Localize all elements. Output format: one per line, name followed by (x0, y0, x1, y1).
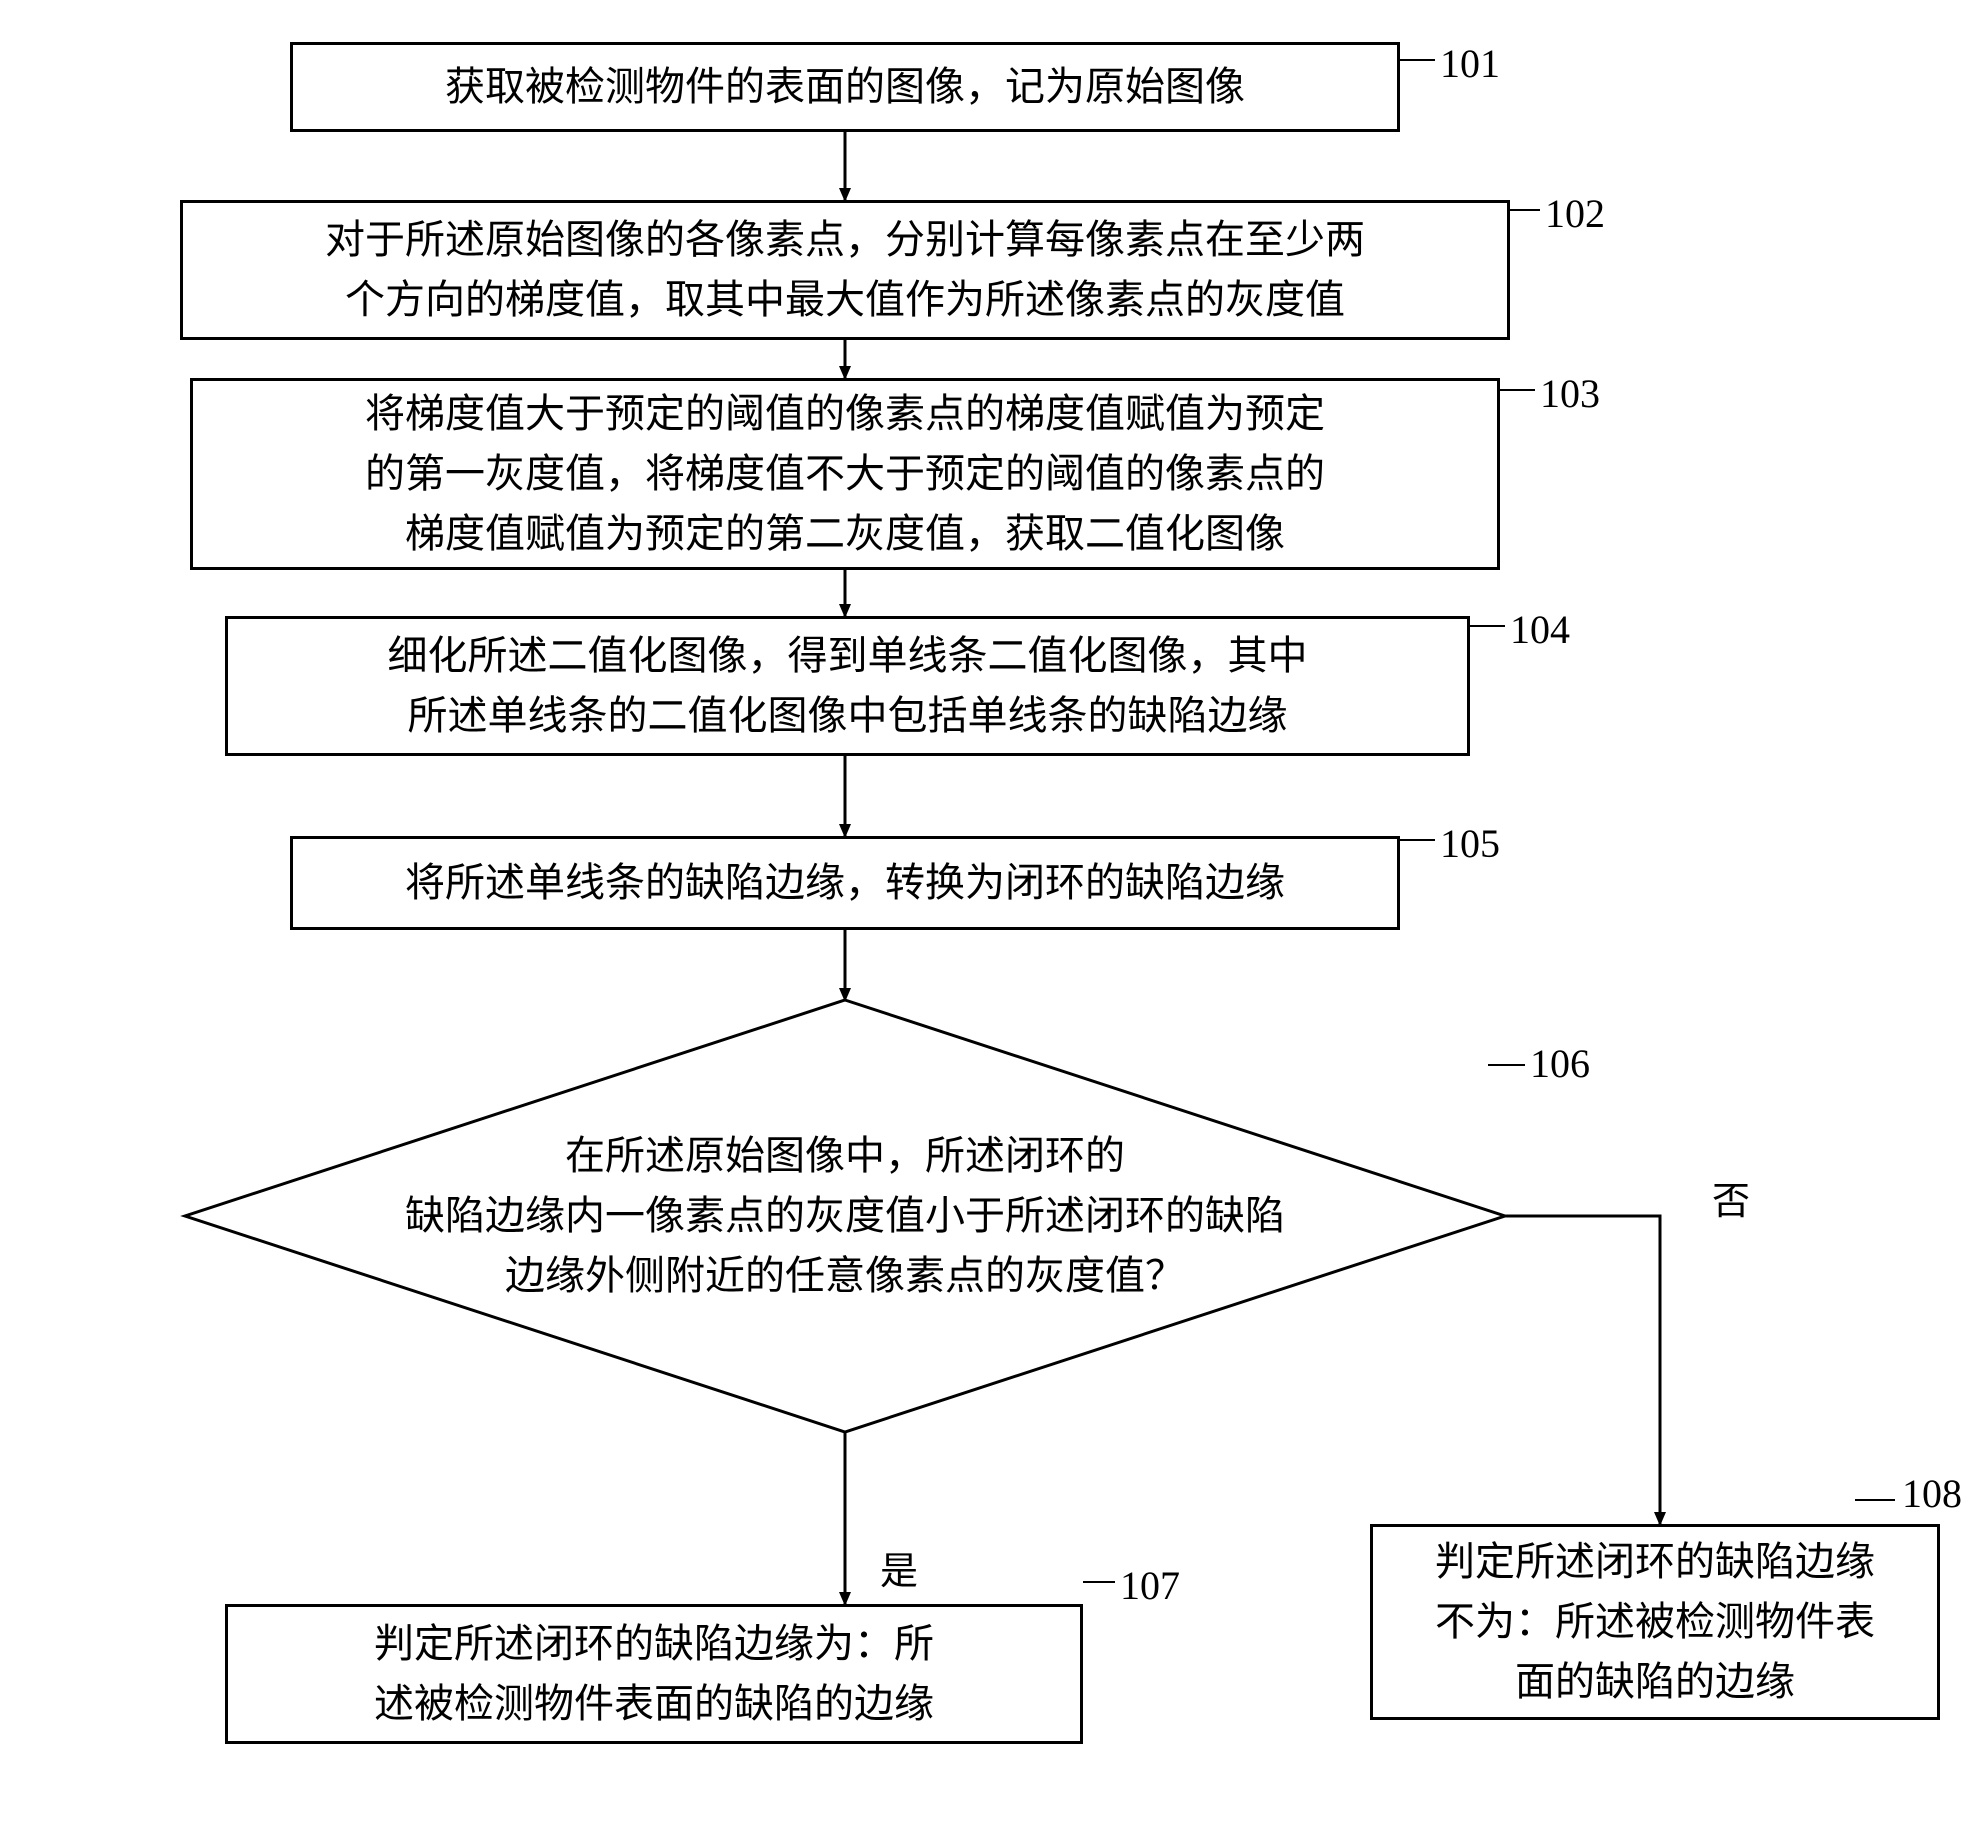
step-number-101: 101 (1440, 40, 1500, 87)
step-number-105: 105 (1440, 820, 1500, 867)
branch-label-yes: 是 (880, 1540, 918, 1595)
flow-box-b108: 判定所述闭环的缺陷边缘不为：所述被检测物件表面的缺陷的边缘 (1370, 1524, 1940, 1720)
box-line: 获取被检测物件的表面的图像，记为原始图像 (445, 57, 1245, 117)
box-line: 判定所述闭环的缺陷边缘为：所 (374, 1614, 934, 1674)
box-line: 对于所述原始图像的各像素点，分别计算每像素点在至少两 (325, 210, 1365, 270)
box-line: 不为：所述被检测物件表 (1435, 1592, 1875, 1652)
box-line: 的第一灰度值，将梯度值不大于预定的阈值的像素点的 (365, 444, 1325, 504)
diamond-line: 缺陷边缘内一像素点的灰度值小于所述闭环的缺陷 (405, 1186, 1285, 1246)
diamond-line: 边缘外侧附近的任意像素点的灰度值？ (405, 1246, 1285, 1306)
box-line: 将所述单线条的缺陷边缘，转换为闭环的缺陷边缘 (405, 853, 1285, 913)
box-line: 个方向的梯度值，取其中最大值作为所述像素点的灰度值 (325, 270, 1365, 330)
flow-box-b107: 判定所述闭环的缺陷边缘为：所述被检测物件表面的缺陷的边缘 (225, 1604, 1083, 1744)
box-line: 细化所述二值化图像，得到单线条二值化图像，其中 (388, 626, 1308, 686)
step-number-108: 108 (1902, 1470, 1962, 1517)
diamond-line: 在所述原始图像中，所述闭环的 (405, 1126, 1285, 1186)
box-line: 梯度值赋值为预定的第二灰度值，获取二值化图像 (365, 504, 1325, 564)
step-number-103: 103 (1540, 370, 1600, 417)
box-line: 述被检测物件表面的缺陷的边缘 (374, 1674, 934, 1734)
branch-label-no: 否 (1712, 1170, 1750, 1225)
box-line: 将梯度值大于预定的阈值的像素点的梯度值赋值为预定 (365, 384, 1325, 444)
flow-box-b102: 对于所述原始图像的各像素点，分别计算每像素点在至少两个方向的梯度值，取其中最大值… (180, 200, 1510, 340)
box-line: 所述单线条的二值化图像中包括单线条的缺陷边缘 (388, 686, 1308, 746)
flow-box-b103: 将梯度值大于预定的阈值的像素点的梯度值赋值为预定的第一灰度值，将梯度值不大于预定… (190, 378, 1500, 570)
step-number-106: 106 (1530, 1040, 1590, 1087)
box-line: 面的缺陷的边缘 (1435, 1652, 1875, 1712)
diamond-text: 在所述原始图像中，所述闭环的缺陷边缘内一像素点的灰度值小于所述闭环的缺陷边缘外侧… (315, 1116, 1375, 1316)
step-number-102: 102 (1545, 190, 1605, 237)
polyline-arrow-0 (1505, 1216, 1660, 1524)
step-number-104: 104 (1510, 606, 1570, 653)
box-line: 判定所述闭环的缺陷边缘 (1435, 1532, 1875, 1592)
step-number-107: 107 (1120, 1562, 1180, 1609)
flow-box-b101: 获取被检测物件的表面的图像，记为原始图像 (290, 42, 1400, 132)
flow-box-b105: 将所述单线条的缺陷边缘，转换为闭环的缺陷边缘 (290, 836, 1400, 930)
flow-box-b104: 细化所述二值化图像，得到单线条二值化图像，其中所述单线条的二值化图像中包括单线条… (225, 616, 1470, 756)
